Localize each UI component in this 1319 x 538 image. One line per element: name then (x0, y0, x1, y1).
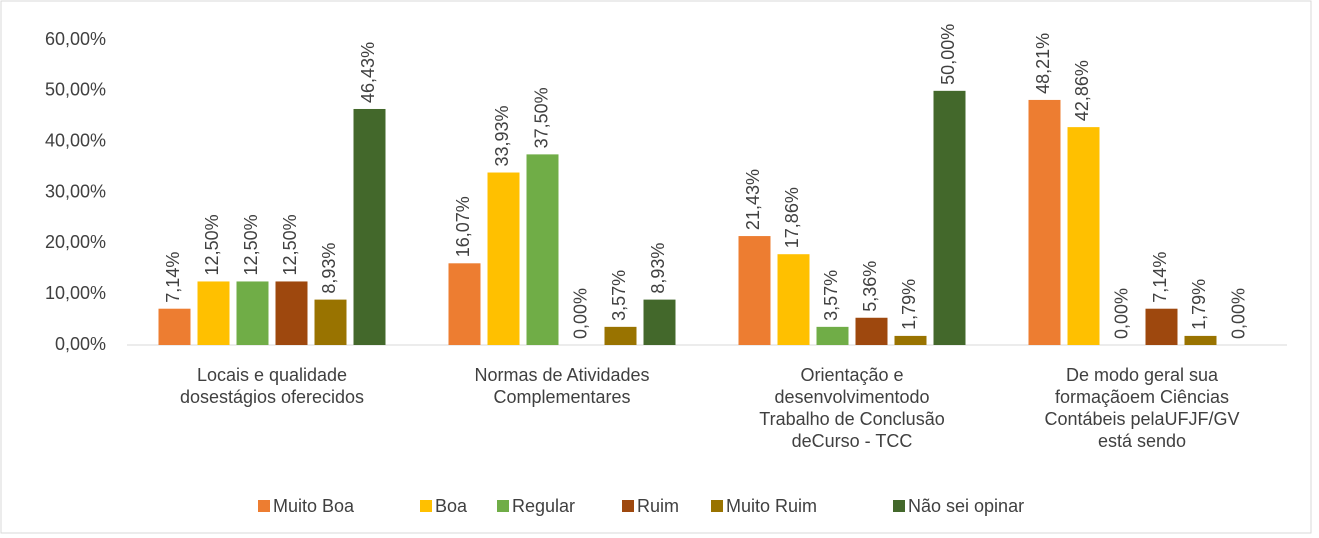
data-label: 5,36% (860, 261, 880, 312)
data-label: 8,93% (648, 243, 668, 294)
data-label: 3,57% (821, 270, 841, 321)
bar (894, 335, 927, 345)
x-tick-label: Normas de Atividades Complementares (474, 365, 649, 407)
y-tick-label: 20,00% (45, 232, 106, 252)
data-label: 33,93% (492, 105, 512, 166)
bar (777, 254, 810, 345)
data-label: 48,21% (1033, 33, 1053, 94)
data-label: 1,79% (899, 279, 919, 330)
data-label: 7,14% (163, 252, 183, 303)
data-label: 0,00% (1111, 288, 1131, 339)
bar (604, 326, 637, 345)
legend-label: Muito Boa (273, 496, 355, 516)
data-label: 50,00% (938, 24, 958, 85)
bar (448, 263, 481, 345)
y-tick-label: 60,00% (45, 29, 106, 49)
data-label: 21,43% (743, 169, 763, 230)
legend-swatch (497, 500, 509, 512)
y-tick-label: 40,00% (45, 130, 106, 150)
y-tick-label: 0,00% (55, 334, 106, 354)
legend-label: Muito Ruim (726, 496, 817, 516)
bar (1145, 308, 1178, 345)
legend-swatch (258, 500, 270, 512)
data-label: 42,86% (1072, 60, 1092, 121)
y-tick-label: 10,00% (45, 283, 106, 303)
bar (197, 281, 230, 345)
bar (738, 236, 771, 345)
legend-swatch (420, 500, 432, 512)
data-label: 7,14% (1150, 252, 1170, 303)
data-label: 1,79% (1189, 279, 1209, 330)
data-label: 8,93% (319, 243, 339, 294)
bar (643, 299, 676, 345)
y-tick-label: 50,00% (45, 80, 106, 100)
bar (353, 108, 386, 345)
bar (1028, 99, 1061, 346)
bar (816, 326, 849, 345)
data-label: 12,50% (202, 214, 222, 275)
data-label: 12,50% (280, 214, 300, 275)
bar (1067, 127, 1100, 346)
data-label: 0,00% (1228, 288, 1248, 339)
legend-label: Ruim (637, 496, 679, 516)
legend-swatch (622, 500, 634, 512)
bar (236, 281, 269, 345)
bar (487, 172, 520, 345)
bar (933, 90, 966, 345)
bar (1184, 335, 1217, 345)
data-label: 16,07% (453, 196, 473, 257)
x-tick-label: Locais e qualidade dosestágios oferecidos (180, 365, 364, 407)
bar (275, 281, 308, 345)
x-tick-label: De modo geral sua formaçãoem Ciências Cont… (1044, 365, 1239, 451)
data-label: 46,43% (358, 42, 378, 103)
data-label: 12,50% (241, 214, 261, 275)
legend-label: Não sei opinar (908, 496, 1024, 516)
bar (526, 154, 559, 345)
legend-label: Boa (435, 496, 468, 516)
data-label: 17,86% (782, 187, 802, 248)
legend-label: Regular (512, 496, 575, 516)
legend-swatch (711, 500, 723, 512)
y-tick-label: 30,00% (45, 181, 106, 201)
bar (314, 299, 347, 345)
bar (855, 317, 888, 345)
bar (158, 308, 191, 345)
data-label: 37,50% (531, 87, 551, 148)
x-tick-label: Orientação e desenvolvimentodo Trabalho de… (759, 365, 944, 451)
data-label: 0,00% (570, 288, 590, 339)
legend-swatch (893, 500, 905, 512)
data-label: 3,57% (609, 270, 629, 321)
